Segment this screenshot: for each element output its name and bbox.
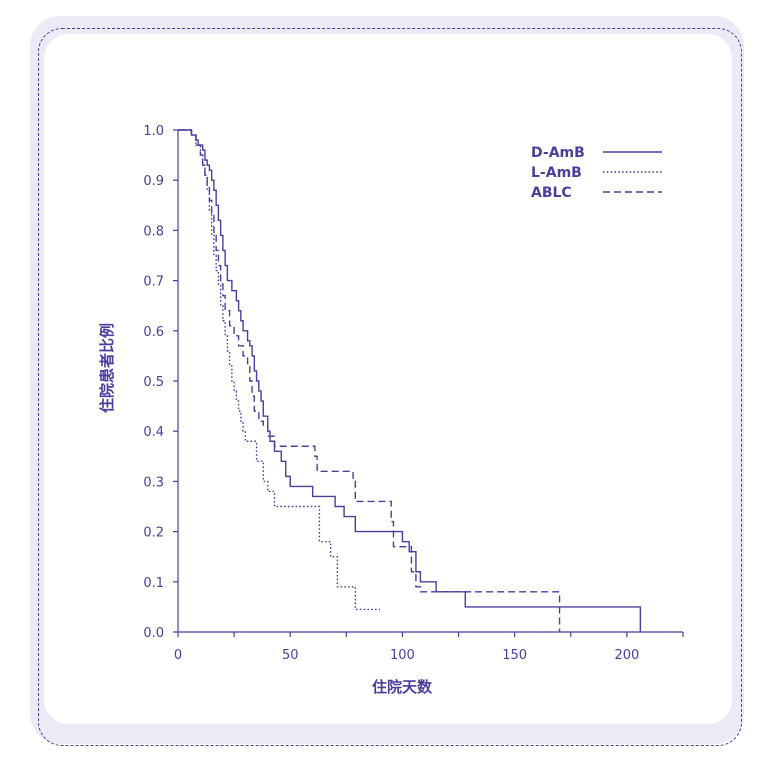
x-tick-label: 150 [502,648,527,663]
y-tick-label: 0.0 [143,626,164,641]
y-tick-label: 1.0 [143,124,164,139]
y-tick-label: 0.7 [143,275,164,290]
y-tick-label: 0.6 [143,325,164,340]
x-axis-label: 住院天数 [372,678,433,696]
x-tick-label: 200 [614,648,639,663]
legend-label-ablc: ABLC [531,185,572,201]
legend-label-d-amb: D-AmB [531,145,585,161]
y-ticks: 0.0 0.1 0.2 0.3 0.4 0.5 0.6 0.7 0.8 0.9 1.0 [143,124,178,641]
y-tick-label: 0.2 [143,526,164,541]
card-panel [44,34,732,724]
y-tick-label: 0.1 [143,576,164,591]
y-axis-label: 住院患者比例 [98,323,116,413]
card-dashed-border [38,28,742,746]
y-tick-label: 0.9 [143,174,164,189]
x-tick-label: 100 [390,648,415,663]
series-line-d-amb [178,129,642,632]
y-tick-label: 0.5 [143,375,164,390]
y-tick-label: 0.4 [143,425,164,440]
y-tick-label: 0.3 [143,475,164,490]
series-lines [178,129,642,632]
chart-axes [177,130,683,633]
legend-label-l-amb: L-AmB [531,165,582,181]
legend: D-AmB L-AmB ABLC [531,145,662,201]
series-line-ablc [178,129,561,632]
x-tick-label: 0 [174,648,182,663]
x-ticks: 0 50 100 150 200 [174,632,684,663]
series-line-l-amb [178,129,380,611]
y-tick-label: 0.8 [143,224,164,239]
x-tick-label: 50 [282,648,299,663]
